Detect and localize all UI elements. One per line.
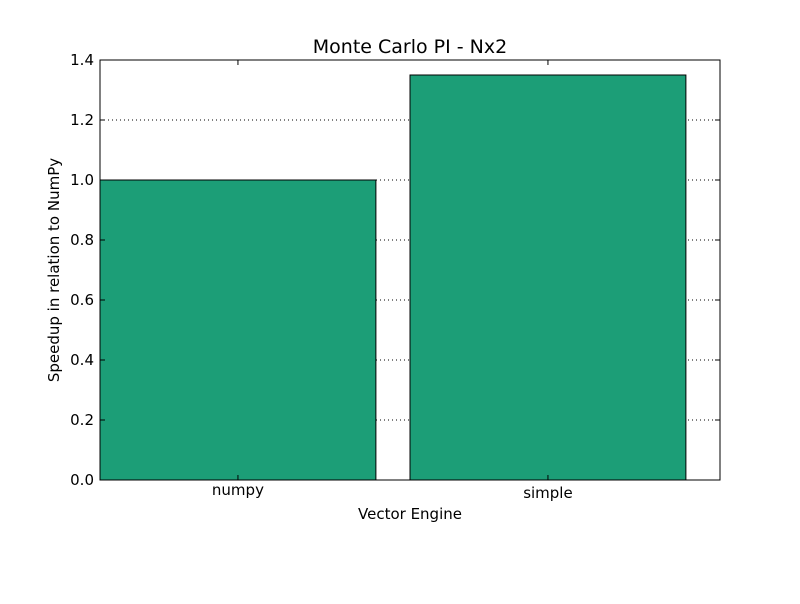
y-tick-label: 0.6 [70, 291, 94, 309]
y-tick-label: 1.0 [70, 171, 94, 189]
x-tick-label: simple [523, 484, 573, 502]
chart-title: Monte Carlo PI - Nx2 [313, 36, 507, 58]
x-tick-label: numpy [212, 481, 264, 499]
plot-frame [99, 59, 721, 481]
y-axis-label: Speedup in relation to NumPy [45, 158, 63, 382]
y-tick-label: 0.2 [70, 411, 94, 429]
axis-ticks [100, 59, 720, 481]
bar-numpy [99, 179, 377, 481]
bar-simple [409, 74, 687, 481]
bars [99, 74, 687, 481]
y-tick-label: 0.0 [70, 471, 94, 489]
y-tick-label: 0.4 [70, 351, 94, 369]
x-axis-label: Vector Engine [358, 505, 462, 523]
y-tick-label: 0.8 [70, 231, 94, 249]
y-tick-label: 1.2 [70, 111, 94, 129]
y-tick-labels: 0.0 0.2 0.4 0.6 0.8 1.0 1.2 1.4 [70, 51, 94, 489]
x-tick-labels: numpy simple [212, 481, 573, 502]
y-tick-label: 1.4 [70, 51, 94, 69]
